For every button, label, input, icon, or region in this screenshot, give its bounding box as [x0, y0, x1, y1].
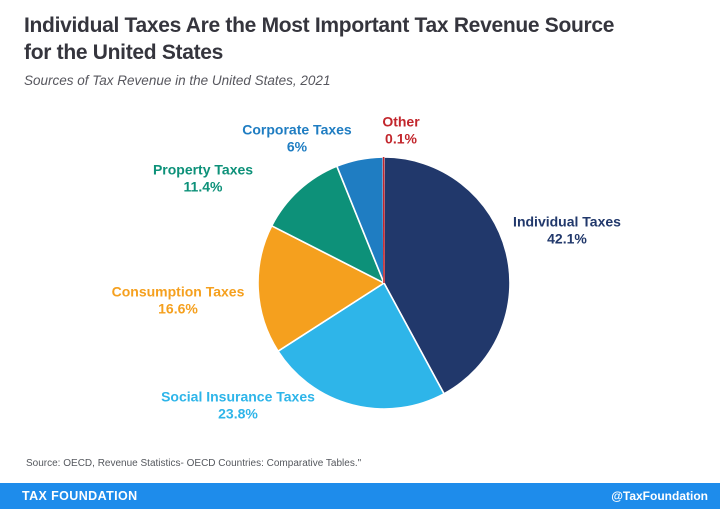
- slice-label-name: Other: [382, 113, 420, 130]
- slice-label-value: 42.1%: [547, 230, 587, 246]
- slice-label-individual-taxes: Individual Taxes 42.1%: [513, 214, 621, 247]
- pie-slice-corporate-taxes: [336, 156, 385, 284]
- slice-label-name: Consumption Taxes: [111, 283, 245, 300]
- chart-subtitle: Sources of Tax Revenue in the United Sta…: [24, 73, 331, 88]
- slice-label-name: Individual Taxes: [513, 213, 621, 230]
- social-handle: @TaxFoundation: [611, 489, 708, 503]
- slice-label-name: Property Taxes: [152, 161, 254, 178]
- slice-label-value: 0.1%: [385, 130, 417, 146]
- pie-slice-social-insurance-taxes: [277, 282, 445, 410]
- slice-label-name: Social Insurance Taxes: [161, 388, 315, 405]
- pie-slice-property-taxes: [270, 165, 385, 284]
- footer-bar: TAX FOUNDATION @TaxFoundation: [0, 483, 720, 509]
- slice-label-corporate-taxes: Corporate Taxes 6%: [242, 122, 351, 155]
- slice-label-property-taxes: Property Taxes 11.4%: [153, 162, 253, 195]
- brand-name: TAX FOUNDATION: [22, 489, 138, 503]
- slice-label-other: Other 0.1%: [382, 114, 419, 147]
- header: Individual Taxes Are the Most Important …: [24, 12, 696, 88]
- pie-slice-consumption-taxes: [257, 225, 385, 352]
- source-note: Source: OECD, Revenue Statistics- OECD C…: [26, 458, 362, 469]
- slice-label-value: 11.4%: [183, 178, 223, 194]
- slice-label-consumption-taxes: Consumption Taxes 16.6%: [112, 284, 245, 317]
- slice-label-social-insurance-taxes: Social Insurance Taxes 23.8%: [161, 389, 315, 422]
- pie-slice-individual-taxes: [383, 156, 511, 395]
- slice-label-value: 16.6%: [158, 300, 198, 316]
- page-title: Individual Taxes Are the Most Important …: [24, 14, 615, 64]
- slice-label-value: 6%: [286, 138, 308, 154]
- slice-label-value: 23.8%: [218, 405, 258, 421]
- slice-label-name: Corporate Taxes: [242, 121, 352, 138]
